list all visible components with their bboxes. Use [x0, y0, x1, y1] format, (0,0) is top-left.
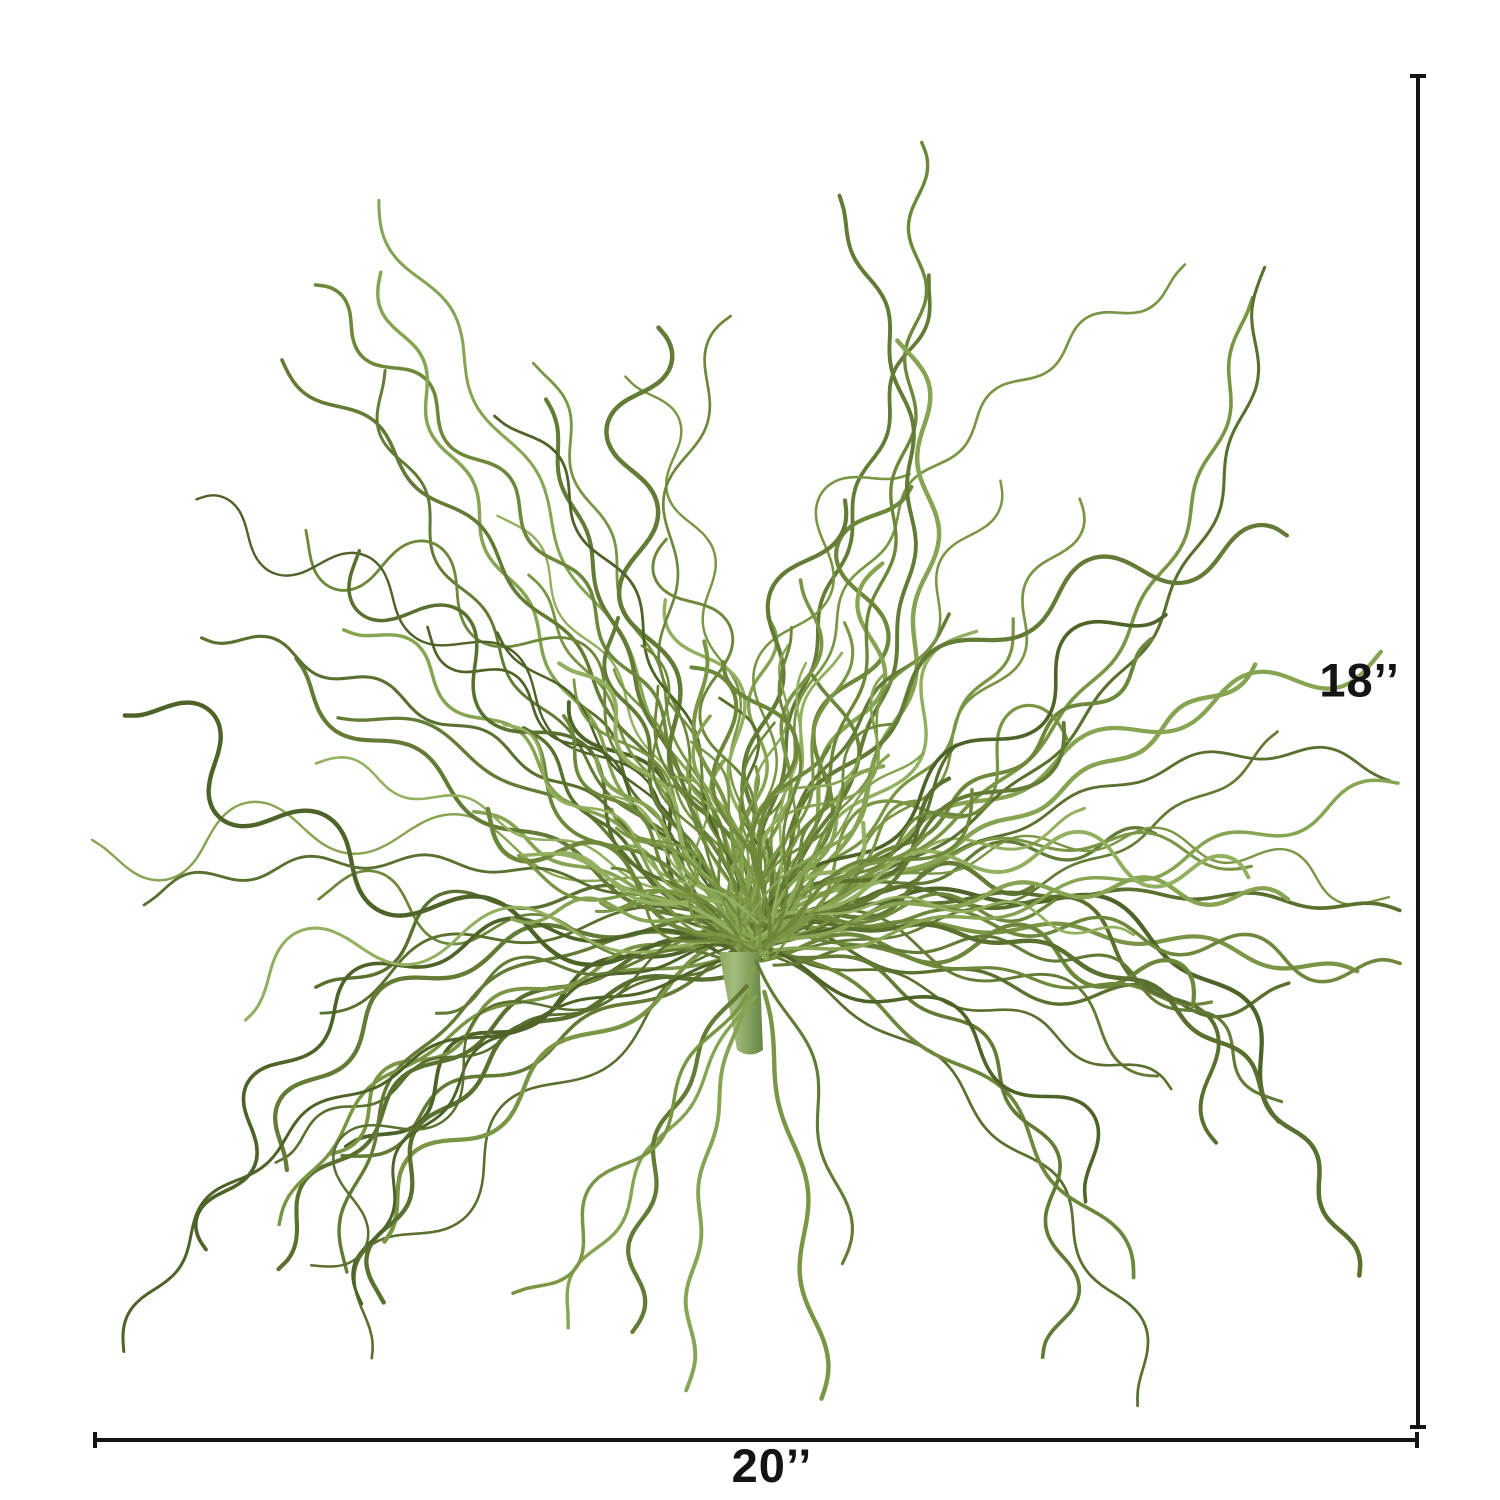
grass-strand-inner-fill: [558, 850, 773, 926]
grass-strand-inner-fill: [653, 684, 743, 922]
grass-strand-inner-fill: [765, 833, 928, 950]
grass-strand-inner-fill: [691, 714, 768, 961]
grass-strand-core-fan: [751, 497, 1086, 957]
grass-strand-inner-fill: [610, 866, 743, 949]
grass-strand-core-fan: [309, 929, 764, 1268]
grass-strand-core-fan: [657, 314, 758, 945]
grass-strand-right-reach: [735, 730, 1279, 955]
grass-strand-core-fan: [243, 905, 754, 1022]
grass-strand-core-fan: [771, 479, 1004, 960]
grass-strand-front-droop: [683, 966, 755, 1393]
grass-strand-core-fan: [767, 338, 942, 951]
grass-strand-right-reach: [766, 919, 1214, 1007]
grass-strand-core-fan: [347, 549, 735, 953]
grass-strand-droop-right: [740, 942, 1101, 1204]
grass-strand-core-fan: [736, 615, 779, 919]
grass-strand-core-fan: [741, 498, 849, 933]
grass-strand-droop-left: [364, 966, 758, 1305]
grass-strand-core-fan: [740, 907, 1402, 984]
grass-strand-droop-right: [772, 934, 1284, 1104]
grass-strand-front-droop: [626, 984, 749, 1335]
grass-strand-core-fan: [434, 948, 733, 1015]
grass-strand-inner-fill: [740, 721, 776, 945]
grass-strand-inner-fill: [685, 838, 764, 953]
grass-strand-core-fan: [759, 612, 1168, 918]
grass-strand-inner-fill: [520, 851, 749, 944]
grass-strand-inner-fill: [742, 752, 925, 924]
grass-strand-droop-right: [753, 919, 1363, 1278]
grass-strand-inner-fill: [753, 787, 974, 953]
grass-strand-core-fan: [485, 806, 738, 947]
grass-strand-inner-fill: [769, 625, 803, 947]
grass-strand-core-fan: [732, 295, 1255, 941]
grass-strand-right-reach: [768, 948, 1136, 1280]
grass-strand-core-fan: [376, 270, 741, 953]
grass-strand-core-fan: [755, 140, 930, 964]
grass-strand-droop-left: [121, 956, 735, 1354]
grass-strand-inner-fill: [502, 723, 760, 925]
grass-strand-inner-fill: [735, 643, 790, 952]
grass-strand-core-fan: [90, 800, 733, 927]
grass-strand-core-fan: [604, 325, 773, 953]
grass-strand-core-fan: [739, 778, 1400, 962]
grass-strand-inner-fill: [594, 755, 745, 932]
grass-strand-inner-fill: [614, 826, 769, 922]
grass-strand-right-reach: [750, 948, 1150, 1408]
grass-strand-right-reach: [766, 917, 1291, 1019]
grass-strand-front-droop: [754, 959, 854, 1266]
grass-strand-core-fan: [740, 193, 918, 934]
grass-strand-front-droop: [511, 993, 749, 1296]
grass-strand-core-fan: [294, 656, 753, 952]
grass-strand-inner-fill: [689, 665, 767, 930]
grass-strand-inner-fill: [691, 639, 764, 923]
grass-strand-core-fan: [765, 662, 1258, 924]
grass-strand-core-fan: [766, 895, 1136, 937]
grass-strand-inner-fill: [743, 621, 855, 930]
grass-strand-inner-fill: [720, 660, 799, 942]
grass-strand-front-droop: [762, 989, 831, 1401]
grass-strand-core-fan: [122, 700, 746, 967]
grass-strand-droop-left: [351, 939, 765, 1306]
grass-strand-inner-fill: [640, 644, 747, 961]
grass-strand-droop-right: [755, 745, 1392, 943]
grass-strand-core-fan: [760, 522, 1290, 927]
grass-strand-inner-fill: [561, 714, 743, 944]
grass-strand-core-fan: [766, 875, 1291, 946]
width-dimension-label: 20’’: [731, 1439, 813, 1492]
grass-strand-droop-left: [193, 916, 751, 1252]
grass-strand-core-fan: [761, 829, 1251, 921]
height-dimension-label: 18’’: [1319, 653, 1400, 707]
